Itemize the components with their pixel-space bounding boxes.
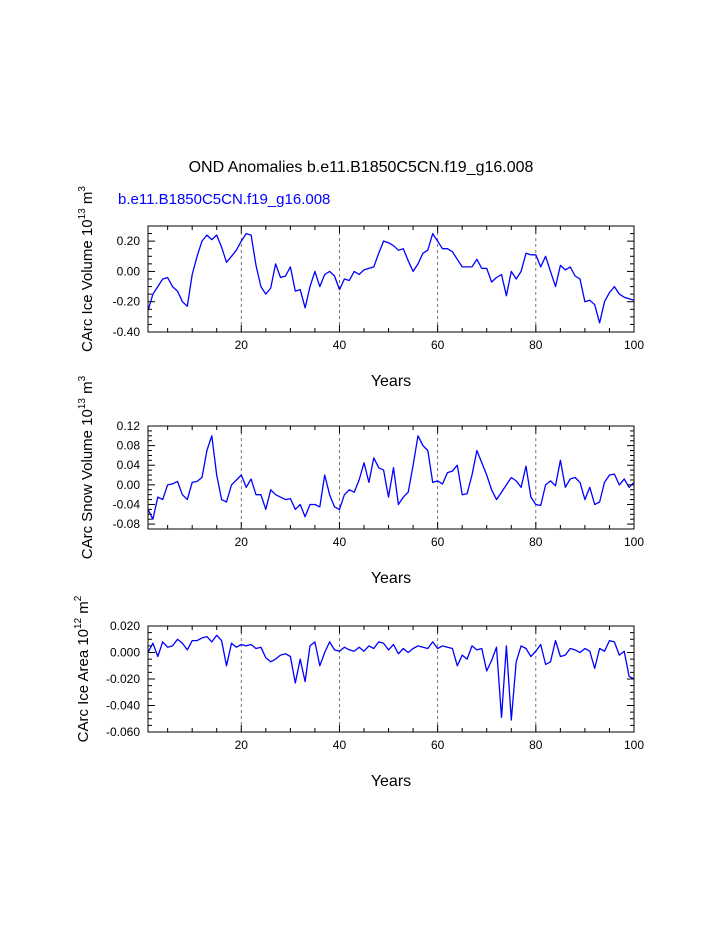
case-label: b.e11.B1850C5CN.f19_g16.008 (118, 191, 330, 208)
x-tick-label: 60 (431, 738, 445, 752)
y-axis-label-unit: m (79, 192, 96, 209)
x-tick-label: 80 (529, 338, 543, 352)
y-tick-label: -0.08 (113, 517, 141, 531)
x-tick-label: 20 (235, 738, 249, 752)
y-tick-label: -0.040 (106, 699, 140, 713)
x-tick-label: 100 (624, 338, 644, 352)
series-line (147, 435, 635, 520)
x-tick-label: 100 (624, 535, 644, 549)
x-axis-label: Years (371, 773, 411, 790)
x-tick-label: 80 (529, 738, 543, 752)
plot-frame (147, 625, 635, 733)
y-axis-label: CArc Snow Volume 1013 m3 (77, 375, 96, 559)
y-tick-label: 0.020 (110, 619, 140, 633)
y-axis-label: CArc Ice Area 1012 m2 (73, 595, 92, 742)
y-tick-label: 0.00 (117, 264, 141, 278)
series-line (147, 232, 635, 324)
x-axis-label: Years (371, 570, 411, 587)
x-tick-label: 80 (529, 535, 543, 549)
x-tick-label: 40 (333, 738, 347, 752)
y-axis-label-text: CArc Ice Volume 10 (79, 219, 96, 352)
y-tick-label: 0.08 (117, 439, 141, 453)
x-axis-label: Years (371, 373, 411, 390)
y-axis-label-text: CArc Snow Volume 10 (79, 409, 96, 559)
x-tick-label: 60 (431, 338, 445, 352)
y-tick-label: 0.04 (117, 458, 141, 472)
plot-frame (147, 225, 635, 333)
y-axis-label-text: CArc Ice Area 10 (75, 629, 92, 742)
panel-1: -0.40 -0.20 0.00 0.20 20 40 60 80 100 Years CArc I… (77, 186, 644, 390)
y-axis-label-unit-exp: 2 (73, 595, 84, 601)
y-tick-label: 0.20 (117, 234, 141, 248)
y-tick-label: -0.04 (113, 497, 141, 511)
y-axis-label-exp: 13 (77, 398, 88, 410)
y-axis-label-exp: 12 (73, 617, 84, 629)
panel-3: -0.060 -0.040 -0.020 0.000 0.020 20 40 60 80 100 Y… (73, 595, 644, 790)
x-tick-label: 100 (624, 738, 644, 752)
x-tick-label: 40 (333, 535, 347, 549)
y-tick-label: 0.12 (117, 419, 141, 433)
panel-2: -0.08 -0.04 0.00 0.04 0.08 0.12 20 40 60 80 100 Yea… (77, 375, 644, 587)
x-tick-label: 40 (333, 338, 347, 352)
series-line (147, 634, 635, 721)
y-axis-label-exp: 13 (77, 208, 88, 220)
panels: -0.40 -0.20 0.00 0.20 20 40 60 80 100 Years CArc I… (73, 186, 644, 790)
y-axis-label-unit-exp: 3 (77, 375, 88, 381)
x-tick-label: 20 (235, 535, 249, 549)
plot-frame (147, 425, 635, 530)
y-tick-label: -0.20 (113, 295, 141, 309)
y-tick-label: 0.00 (117, 478, 141, 492)
y-axis-label-unit-exp: 3 (77, 186, 88, 192)
x-tick-label: 20 (235, 338, 249, 352)
y-tick-label: -0.40 (113, 325, 141, 339)
y-axis-label-unit: m (79, 381, 96, 398)
figure-title: OND Anomalies b.e11.B1850C5CN.f19_g16.00… (189, 159, 534, 176)
y-axis-label: CArc Ice Volume 1013 m3 (77, 186, 96, 352)
y-tick-label: 0.000 (110, 646, 140, 660)
y-tick-label: -0.060 (106, 725, 140, 739)
y-axis-label-unit: m (75, 601, 92, 618)
y-tick-label: -0.020 (106, 672, 140, 686)
x-tick-label: 60 (431, 535, 445, 549)
